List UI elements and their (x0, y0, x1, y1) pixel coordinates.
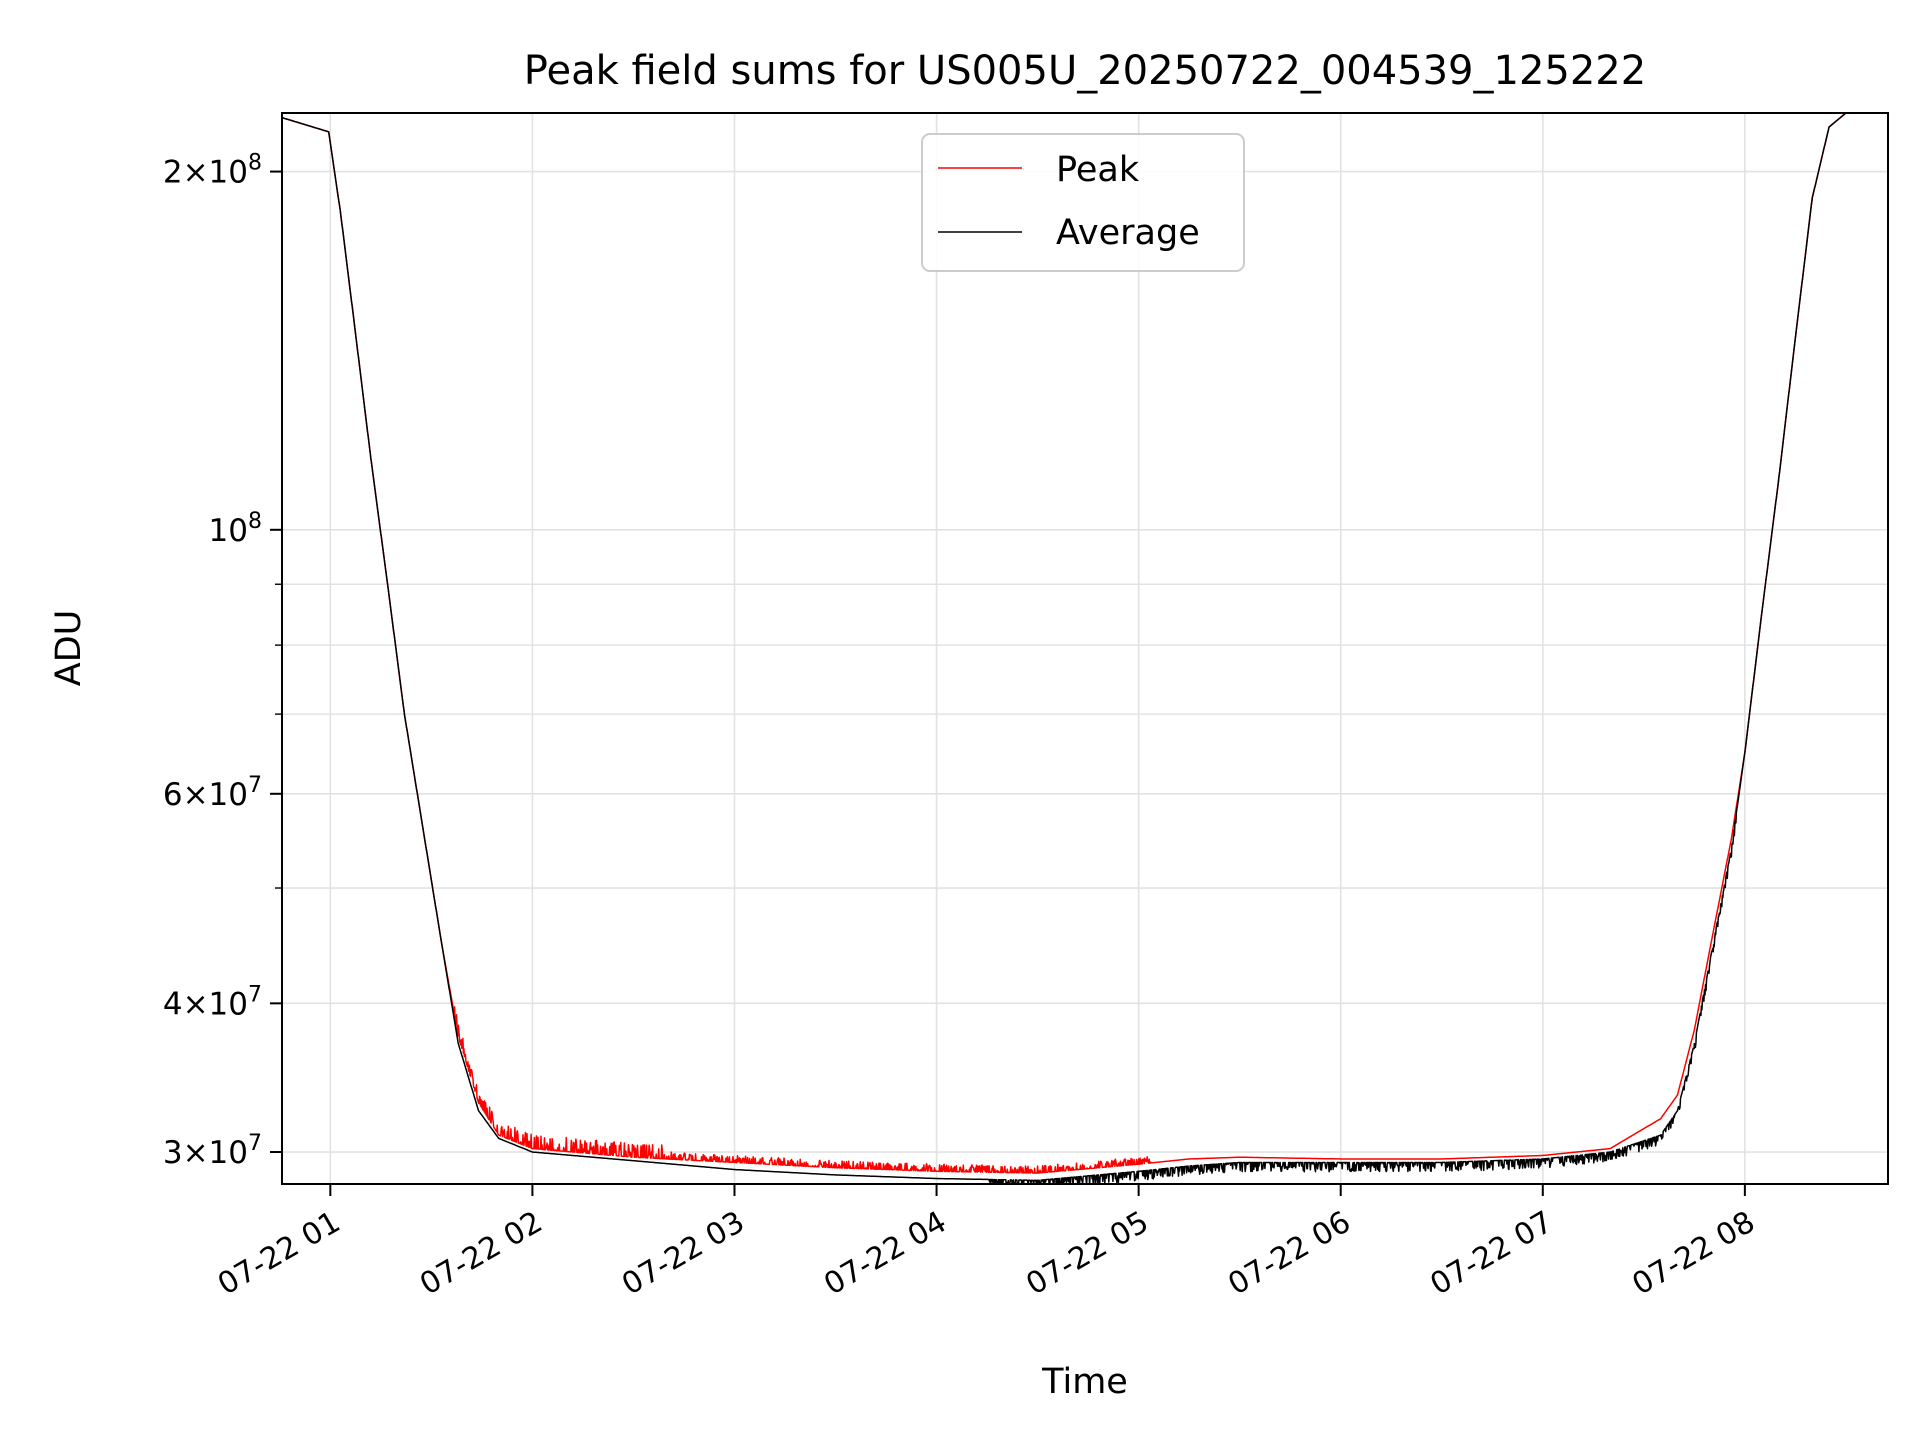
y-tick-label: 108 (209, 509, 262, 549)
y-tick-label: 6×107 (163, 773, 262, 813)
y-tick-label: 2×108 (163, 151, 262, 191)
chart-title: Peak field sums for US005U_20250722_0045… (524, 48, 1646, 94)
grid (282, 113, 1888, 1184)
legend-average-label: Average (1056, 213, 1200, 253)
legend: Peak Average (921, 133, 1245, 272)
series-line-peak (282, 113, 1888, 1174)
legend-peak-label: Peak (1056, 150, 1140, 190)
series-line-average (282, 113, 1888, 1184)
x-axis-label: Time (1041, 1362, 1128, 1402)
y-tick-label: 4×107 (163, 982, 262, 1022)
y-tick-label: 3×107 (163, 1131, 262, 1171)
y-axis-label: ADU (49, 610, 89, 687)
plot-frame (281, 112, 1889, 1185)
series-layer (282, 113, 1888, 1184)
